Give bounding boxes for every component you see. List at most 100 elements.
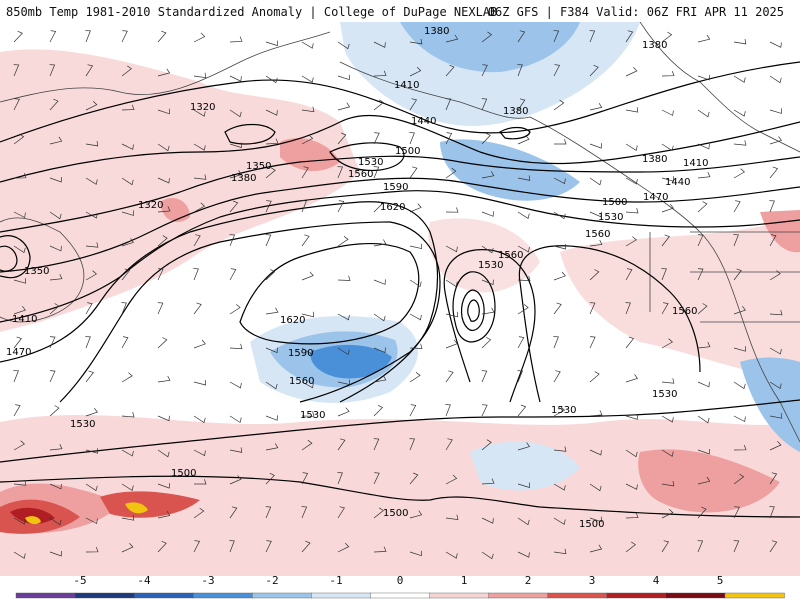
wind-barb [49,98,59,111]
contour-label: 1500 [171,468,196,479]
wind-barb [409,166,418,179]
wind-barb [49,405,60,417]
wind-barb [517,98,526,111]
wind-barb [733,540,740,553]
wind-barb [193,268,199,281]
wind-barb [13,30,23,43]
colorbar-tick: -3 [201,574,215,587]
colorbar-tick: -5 [73,574,87,587]
wind-barb [337,41,350,50]
wind-barb [409,550,422,557]
wind-barb [121,238,134,247]
contour-label: 1350 [24,266,49,277]
wind-barb [13,64,20,77]
wind-barb [481,171,495,179]
wind-barb [337,132,347,145]
wind-barb [121,143,134,150]
colorbar-segment [429,592,490,599]
contour-label: 1500 [579,519,604,530]
map-canvas: 1380 1380 1410 1380 1440 1320 1350 1380 … [0,22,800,576]
wind-barb [481,551,494,560]
wind-barb [373,41,386,48]
wind-barb [661,70,675,77]
wind-barb [697,74,710,81]
wind-barb [373,438,380,451]
wind-barb [409,203,422,213]
wind-barb [373,132,380,145]
wind-barb [481,211,494,217]
wind-barb [697,448,710,455]
wind-barb [445,245,458,253]
wind-barb [337,506,345,519]
wind-barb [517,404,527,417]
wind-barb [589,239,603,247]
wind-barb [481,245,494,254]
wind-barb [301,472,309,485]
wind-barb [229,415,242,424]
wind-barb [409,404,417,417]
wind-barb [373,313,386,322]
wind-barb [85,407,98,417]
wind-barb [49,64,56,77]
colorbar-tick: 4 [652,574,660,587]
contour-label: 1590 [383,182,408,193]
wind-barb [553,406,566,417]
wind-barb [85,270,98,281]
wind-barb [121,210,134,216]
wind-barb [229,304,241,315]
wind-barb [733,473,745,485]
wind-barb [265,443,279,451]
wind-barb [625,302,631,315]
wind-barb [157,68,171,77]
wind-barb [265,472,275,485]
colorbar-tick: 5 [716,574,724,587]
wind-barb [301,381,314,389]
contour-label: 1530 [70,419,95,430]
wind-barb [301,106,315,113]
colorbar-tick: -2 [265,574,279,587]
wind-barb [13,551,26,559]
wind-barb [49,303,60,315]
contour-label: 1530 [358,157,383,168]
wind-barb [373,472,380,485]
wind-barb [733,38,747,45]
wind-barb [193,174,207,180]
negative-anomaly-region [400,22,580,73]
wind-barb [409,313,422,321]
wind-barb [13,305,26,315]
wind-barb [301,540,311,553]
wind-barb [194,479,207,485]
positive-anomaly-region [428,218,540,293]
wind-barb [229,475,242,485]
wind-barb [85,177,98,185]
colorbar-tick: 0 [396,574,404,587]
wind-barb [337,166,344,179]
wind-barb [553,99,565,111]
positive-anomaly-region [25,516,41,525]
wind-barb [769,540,778,553]
wind-barb [517,64,523,77]
model-valid-time: 06Z GFS | F384 Valid: 06Z FRI APR 11 202… [487,5,784,19]
wind-barb [229,506,238,519]
wind-barb [373,546,387,553]
wind-barb [265,269,276,281]
colorbar-segment [252,592,313,599]
wind-barb [445,370,454,383]
wind-barb [301,439,313,451]
wind-barb [229,234,236,247]
wind-barb [625,177,638,185]
wind-barb [481,370,488,383]
wind-barb [733,268,742,281]
wind-barb [553,64,561,77]
wind-barb [733,234,739,247]
wind-barb [733,75,746,83]
wind-barb [517,517,530,526]
wind-barb [553,177,566,185]
wind-barb [589,302,596,315]
wind-barb [553,370,561,383]
wind-barb [589,103,603,111]
wind-barb [661,143,674,152]
colorbar-tick: -1 [329,574,343,587]
wind-barb [517,30,526,43]
